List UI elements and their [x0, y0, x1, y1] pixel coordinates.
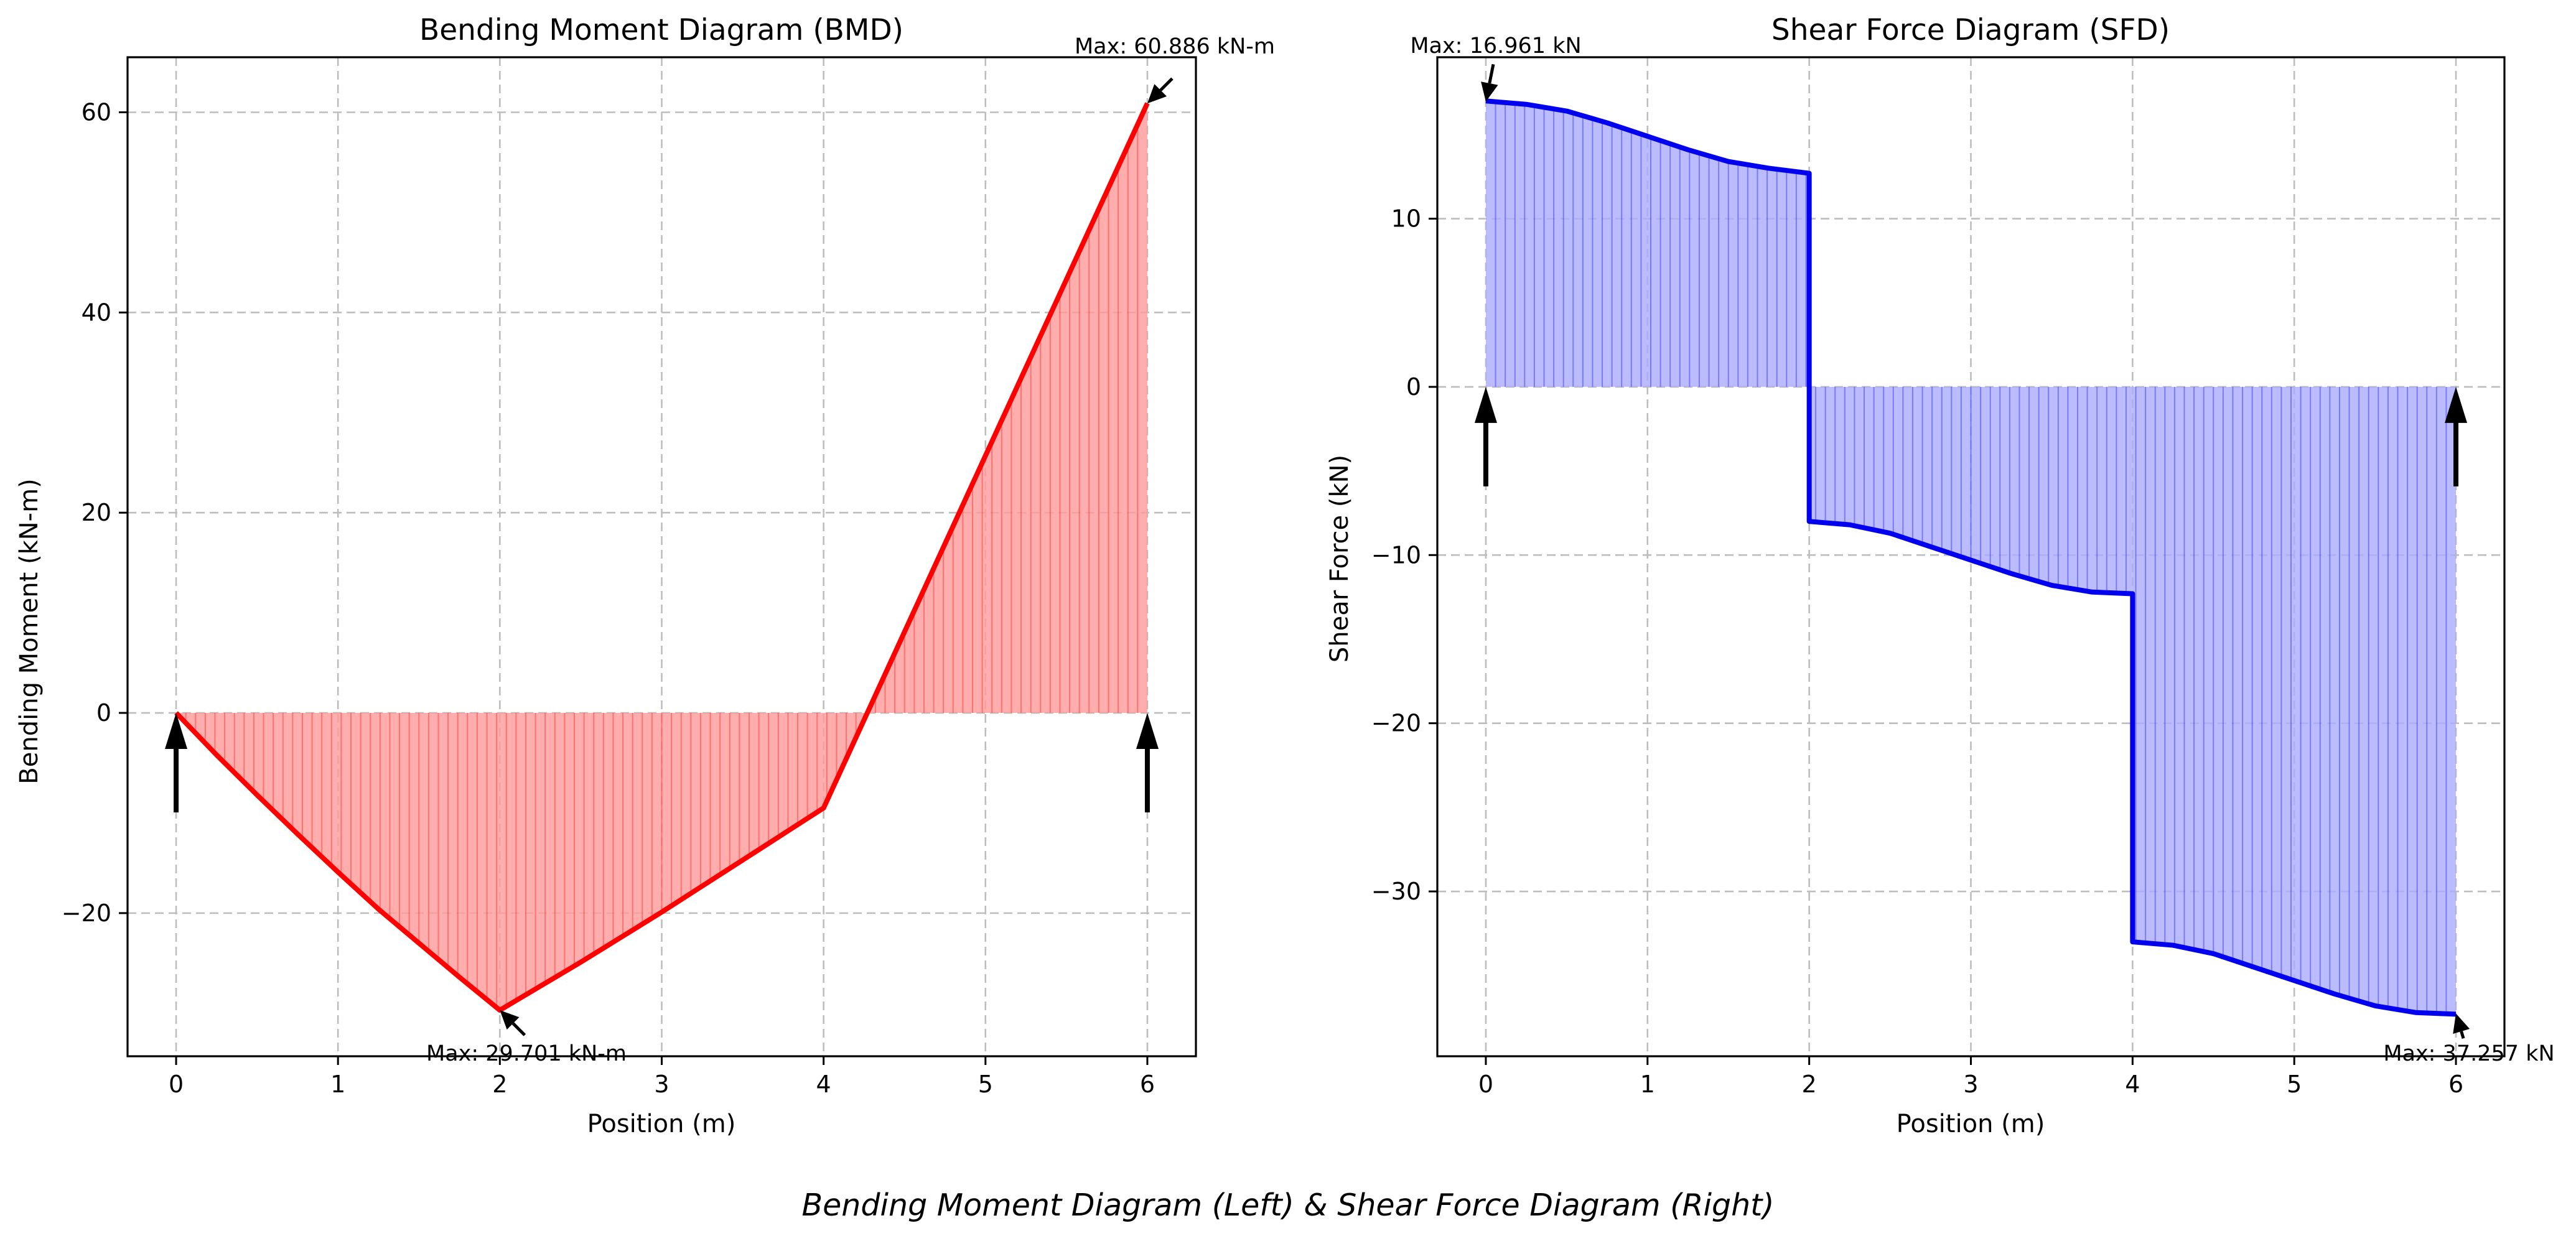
sfd-ytick-label: 10 [1391, 205, 1421, 233]
sfd-xtick-label: 4 [2125, 1071, 2140, 1098]
sfd-hatch [1495, 101, 2447, 1014]
support-arrow-icon [1474, 386, 1497, 423]
sfd-min-annotation: Max: 37.257 kN [2383, 1041, 2554, 1066]
bmd-ytick-label: 60 [82, 99, 111, 126]
bmd-xtick-label: 1 [330, 1071, 345, 1098]
bmd-ytick-label: 0 [96, 699, 111, 727]
bmd-panel: 0 1 2 3 4 5 6 −20 0 20 40 60 Bending Moment Diagram… [15, 13, 1275, 1138]
sfd-ylabel: Shear Force (kN) [1325, 455, 1354, 662]
sfd-xtick-label: 0 [1478, 1071, 1493, 1098]
annotation-arrow-icon [1481, 81, 1498, 102]
figure-title: Bending Moment Diagram (Left) & Shear Fo… [802, 1188, 1775, 1223]
bmd-ylabel: Bending Moment (kN-m) [15, 478, 44, 784]
bmd-xtick-label: 6 [1140, 1071, 1155, 1098]
sfd-panel: 0 1 2 3 4 5 6 −30 −20 −10 0 10 Shear Force Diagram … [1325, 13, 2555, 1138]
sfd-line [1485, 98, 2457, 1017]
bmd-xtick-label: 0 [169, 1071, 184, 1098]
bmd-max-annotation: Max: 60.886 kN-m [1075, 34, 1275, 59]
bmd-xlabel: Position (m) [587, 1110, 736, 1138]
bmd-area [176, 103, 1147, 1010]
sfd-ytick-label: −30 [1371, 878, 1421, 905]
support-arrow-icon [2445, 386, 2468, 423]
sfd-max-annotation: Max: 16.961 kN [1410, 34, 1581, 58]
sfd-ytick-label: −20 [1371, 710, 1421, 737]
bmd-hatch [185, 124, 1139, 1008]
sfd-xtick-label: 2 [1802, 1071, 1817, 1098]
annotation-arrow-icon [1147, 84, 1167, 104]
sfd-xtick-label: 3 [1963, 1071, 1978, 1098]
bmd-xtick-label: 4 [816, 1071, 831, 1098]
bmd-xtick-label: 2 [492, 1071, 507, 1098]
bmd-title: Bending Moment Diagram (BMD) [419, 13, 903, 47]
bmd-ytick-label: 20 [82, 499, 111, 526]
sfd-xtick-label: 5 [2287, 1071, 2302, 1098]
sfd-ytick-label: 0 [1406, 373, 1421, 401]
sfd-ytick-label: −10 [1371, 541, 1421, 569]
support-arrow-icon [165, 713, 188, 750]
sfd-title: Shear Force Diagram (SFD) [1771, 13, 2170, 47]
bmd-min-annotation: Max: 29.701 kN-m [426, 1041, 627, 1066]
sfd-xtick-label: 1 [1640, 1071, 1655, 1098]
bmd-line [174, 102, 1150, 1013]
bmd-ytick-label: −20 [62, 899, 111, 927]
bmd-ytick-label: 40 [82, 299, 111, 326]
annotation-arrow-icon [500, 1010, 520, 1030]
bmd-xtick-label: 5 [978, 1071, 993, 1098]
support-arrow-icon [1136, 713, 1159, 750]
sfd-xtick-label: 6 [2448, 1071, 2463, 1098]
bmd-xtick-label: 3 [654, 1071, 669, 1098]
sfd-xlabel: Position (m) [1897, 1110, 2045, 1138]
annotation-arrow-icon [2453, 1013, 2470, 1034]
